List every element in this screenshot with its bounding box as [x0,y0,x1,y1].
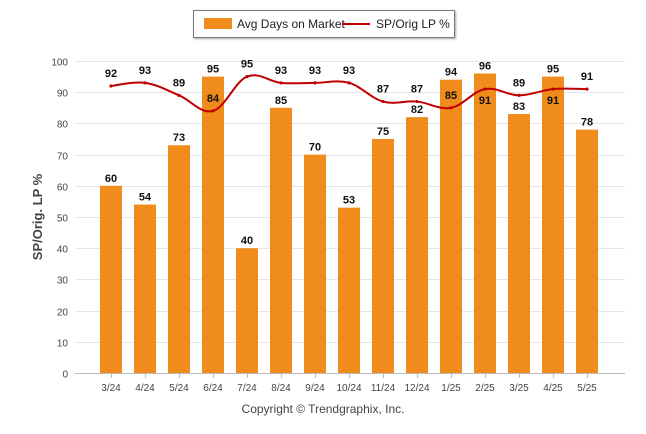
legend-label-line: SP/Orig LP % [376,17,450,31]
bar [270,107,292,374]
bar-data-label: 78 [581,117,593,129]
y-tick-label: 50 [57,214,69,225]
bar-data-label: 70 [309,142,321,154]
bar [474,73,496,373]
line-point [177,93,181,97]
line-data-label: 89 [513,77,525,89]
line-data-label: 87 [377,84,389,96]
bar [202,76,224,373]
y-tick-label: 90 [57,89,69,100]
bar-data-label: 53 [343,195,355,207]
bar [372,139,394,373]
line-point [551,87,555,91]
line-point [211,109,215,113]
bar [134,204,156,373]
y-tick-label: 10 [57,339,69,350]
bar-data-label: 94 [445,67,458,79]
y-tick-label: 40 [57,245,69,256]
x-tick-label: 5/25 [577,383,597,394]
bar-data-label: 40 [241,235,253,247]
line-point [585,87,589,91]
x-tick-label: 6/24 [203,383,223,394]
bar-data-label: 95 [547,64,559,76]
line-data-label: 85 [445,90,457,102]
line-data-label: 89 [173,77,185,89]
x-tick-label: 9/24 [305,383,325,394]
bar-data-label: 60 [105,173,117,185]
line-data-label: 87 [411,84,423,96]
chart-legend: Avg Days on Market SP/Orig LP % [193,10,455,38]
line-data-label: 91 [479,95,491,107]
line-point [313,81,317,85]
bar [100,185,122,373]
x-tick-label: 4/24 [135,383,155,394]
bar-data-label: 82 [411,104,423,116]
bar-data-label: 73 [173,132,185,144]
bar [508,114,530,373]
line-data-label: 91 [547,95,559,107]
line-data-label: 93 [343,65,355,77]
line-data-label: 95 [241,59,253,71]
line-point [347,81,351,85]
line-point [517,93,521,97]
line-point [245,75,249,79]
line-data-label: 93 [275,65,287,77]
line-data-label: 93 [139,65,151,77]
x-tick-label: 11/24 [371,383,396,394]
x-tick-label: 12/24 [404,383,429,394]
x-tick-label: 5/24 [169,383,189,394]
line-point [279,81,283,85]
x-tick-label: 1/25 [441,383,461,394]
y-tick-label: 20 [57,308,69,319]
bar [236,248,258,373]
bar-data-label: 95 [207,64,219,76]
bar-data-label: 96 [479,60,491,72]
bar [168,145,190,373]
y-tick-label: 30 [57,276,69,287]
x-tick-label: 10/24 [336,383,361,394]
legend-label-bar: Avg Days on Market [237,17,345,31]
bar [542,76,564,373]
bar-data-label: 85 [275,95,287,107]
line-data-label: 92 [105,68,117,80]
line-data-label: 93 [309,65,321,77]
line-data-label: 91 [581,71,593,83]
bar-data-label: 75 [377,126,389,138]
bar [440,79,462,373]
bar [576,129,598,373]
x-tick-label: 2/25 [475,383,495,394]
x-tick-label: 3/25 [509,383,529,394]
line-point [109,84,113,88]
x-tick-label: 4/25 [543,383,563,394]
line-point [381,99,385,104]
bar-data-label: 83 [513,101,525,113]
legend-swatch-line [342,23,370,25]
bar [406,117,428,373]
bar [338,207,360,373]
legend-swatch-bar [204,18,232,29]
y-tick-label: 80 [57,120,69,131]
line-data-label: 84 [207,93,220,105]
y-tick-label: 60 [57,183,69,194]
line-point [415,99,419,104]
copyright-text: Copyright © Trendgraphix, Inc. [241,402,405,416]
x-tick-label: 7/24 [237,383,257,394]
bar-data-label: 54 [139,192,152,204]
y-axis-title: SP/Orig. LP % [30,173,45,260]
y-tick-label: 100 [51,58,68,69]
line-point [143,81,147,85]
line-point [449,106,453,110]
y-tick-label: 70 [57,152,69,163]
y-tick-label: 0 [62,370,68,381]
line-point [483,87,487,91]
x-tick-label: 8/24 [271,383,291,394]
bar [304,154,326,373]
x-tick-label: 3/24 [101,383,121,394]
